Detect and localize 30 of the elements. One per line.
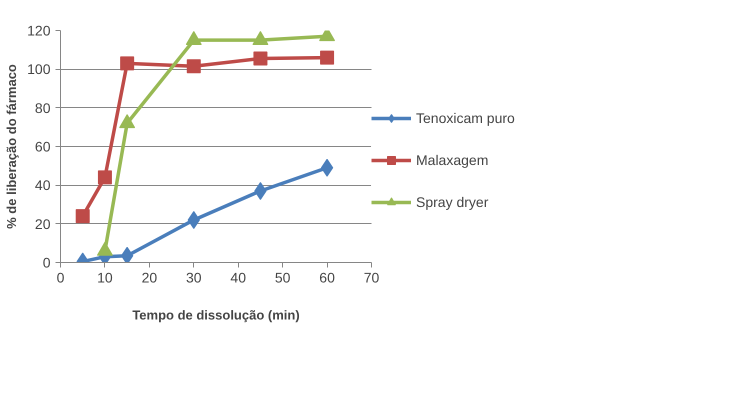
x-tick-label: 30 — [186, 270, 202, 286]
point — [120, 56, 134, 70]
x-tick-label: 10 — [97, 270, 113, 286]
x-axis-title: Tempo de dissolução (min) — [132, 308, 300, 322]
legend-label: Malaxagem — [416, 152, 488, 168]
x-tick-label: 40 — [230, 270, 246, 286]
x-tick-label: 60 — [319, 270, 336, 286]
point — [98, 170, 112, 184]
legend-label: Spray dryer — [416, 194, 488, 210]
point — [320, 50, 334, 65]
y-tick-label: 40 — [34, 177, 51, 194]
y-axis-title: % de liberação do fármaco — [4, 64, 20, 229]
y-tick-label: 80 — [34, 100, 51, 116]
legend-label: Tenoxicam puro — [416, 110, 515, 126]
x-tick-label: 0 — [56, 270, 65, 286]
y-tick-label: 120 — [27, 22, 51, 38]
x-tick-label: 20 — [142, 270, 158, 286]
point — [76, 209, 90, 224]
y-tick-label: 0 — [42, 254, 51, 270]
point — [253, 52, 268, 66]
point — [96, 242, 113, 256]
point — [320, 158, 334, 177]
point — [186, 59, 201, 74]
x-tick-label: 70 — [364, 270, 380, 286]
point — [254, 182, 267, 200]
y-tick-label: 20 — [34, 216, 51, 232]
x-tick-label: 50 — [274, 270, 291, 286]
point — [120, 246, 134, 262]
y-tick-label: 100 — [27, 61, 51, 78]
y-tick-label: 60 — [34, 138, 51, 154]
